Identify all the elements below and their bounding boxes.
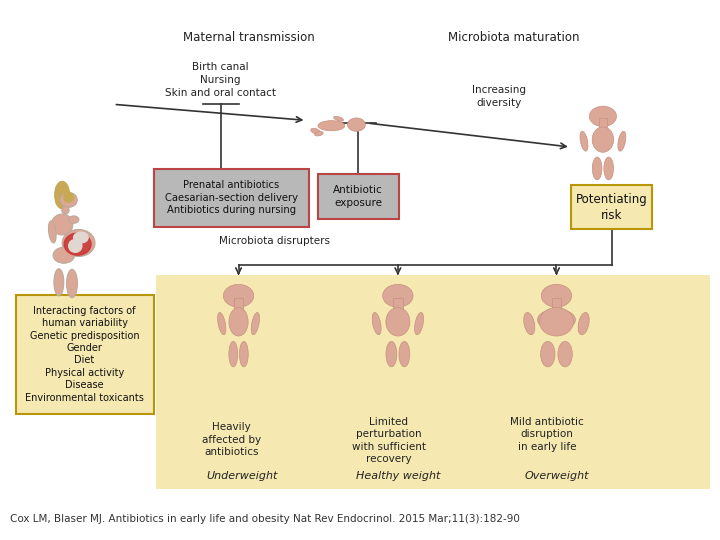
Ellipse shape bbox=[251, 313, 259, 335]
FancyBboxPatch shape bbox=[156, 275, 710, 489]
Ellipse shape bbox=[62, 230, 95, 256]
Text: Microbiota maturation: Microbiota maturation bbox=[448, 31, 580, 44]
Ellipse shape bbox=[318, 120, 345, 131]
Text: Mild antibiotic
disruption
in early life: Mild antibiotic disruption in early life bbox=[510, 417, 584, 452]
Ellipse shape bbox=[372, 313, 381, 335]
Ellipse shape bbox=[66, 269, 78, 298]
Ellipse shape bbox=[578, 313, 589, 335]
Ellipse shape bbox=[55, 181, 70, 208]
Ellipse shape bbox=[399, 341, 410, 367]
Circle shape bbox=[223, 285, 253, 307]
Ellipse shape bbox=[592, 127, 613, 152]
Text: Heavily
affected by
antibiotics: Heavily affected by antibiotics bbox=[202, 422, 261, 457]
Text: Increasing
diversity: Increasing diversity bbox=[472, 85, 526, 108]
Ellipse shape bbox=[386, 341, 397, 367]
Ellipse shape bbox=[386, 308, 410, 336]
Ellipse shape bbox=[580, 131, 588, 151]
FancyBboxPatch shape bbox=[153, 169, 310, 227]
Ellipse shape bbox=[537, 309, 575, 330]
Ellipse shape bbox=[229, 308, 248, 336]
Text: Potentiating
risk: Potentiating risk bbox=[576, 193, 648, 222]
Circle shape bbox=[541, 285, 572, 307]
Text: Antibiotic
exposure: Antibiotic exposure bbox=[333, 185, 383, 208]
Ellipse shape bbox=[311, 128, 320, 134]
Ellipse shape bbox=[48, 221, 56, 243]
Text: Microbiota disrupters: Microbiota disrupters bbox=[219, 235, 330, 246]
Text: Birth canal
Nursing
Skin and oral contact: Birth canal Nursing Skin and oral contac… bbox=[165, 62, 276, 98]
Text: Underweight: Underweight bbox=[207, 471, 278, 481]
Ellipse shape bbox=[593, 157, 602, 180]
Ellipse shape bbox=[240, 341, 248, 367]
Ellipse shape bbox=[558, 341, 572, 367]
FancyBboxPatch shape bbox=[572, 185, 652, 230]
Ellipse shape bbox=[60, 193, 77, 207]
Ellipse shape bbox=[68, 216, 79, 223]
Text: Cox LM, Blaser MJ. Antibiotics in early life and obesity Nat Rev Endocrinol. 201: Cox LM, Blaser MJ. Antibiotics in early … bbox=[10, 514, 520, 524]
Circle shape bbox=[73, 232, 88, 243]
Text: Overweight: Overweight bbox=[524, 471, 589, 481]
Bar bbox=[552, 298, 562, 309]
Ellipse shape bbox=[415, 313, 423, 335]
Ellipse shape bbox=[618, 131, 626, 151]
Text: Maternal transmission: Maternal transmission bbox=[184, 31, 315, 44]
Ellipse shape bbox=[217, 313, 226, 335]
Text: Prenatal antibiotics
Caesarian-section delivery
Antibiotics during nursing: Prenatal antibiotics Caesarian-section d… bbox=[165, 180, 298, 215]
Text: Interacting factors of
human variability
Genetic predisposition
Gender
Diet
Phys: Interacting factors of human variability… bbox=[25, 306, 144, 403]
Bar bbox=[598, 118, 607, 129]
Ellipse shape bbox=[53, 247, 74, 263]
Ellipse shape bbox=[541, 341, 555, 367]
Circle shape bbox=[382, 285, 413, 307]
Ellipse shape bbox=[51, 214, 73, 235]
Text: Healthy weight: Healthy weight bbox=[356, 471, 440, 481]
Ellipse shape bbox=[315, 132, 323, 136]
Ellipse shape bbox=[64, 193, 73, 202]
Ellipse shape bbox=[333, 116, 343, 121]
Bar bbox=[393, 298, 402, 309]
Ellipse shape bbox=[64, 233, 91, 255]
Text: Limited
perturbation
with sufficient
recovery: Limited perturbation with sufficient rec… bbox=[351, 417, 426, 464]
Ellipse shape bbox=[523, 313, 535, 335]
Circle shape bbox=[590, 106, 616, 126]
Ellipse shape bbox=[68, 240, 82, 252]
FancyBboxPatch shape bbox=[16, 295, 153, 414]
Ellipse shape bbox=[539, 308, 573, 336]
Ellipse shape bbox=[229, 341, 238, 367]
Circle shape bbox=[348, 118, 365, 131]
FancyBboxPatch shape bbox=[318, 174, 399, 219]
Ellipse shape bbox=[62, 207, 69, 214]
Ellipse shape bbox=[54, 269, 64, 296]
Bar bbox=[234, 298, 243, 309]
Ellipse shape bbox=[604, 157, 613, 180]
